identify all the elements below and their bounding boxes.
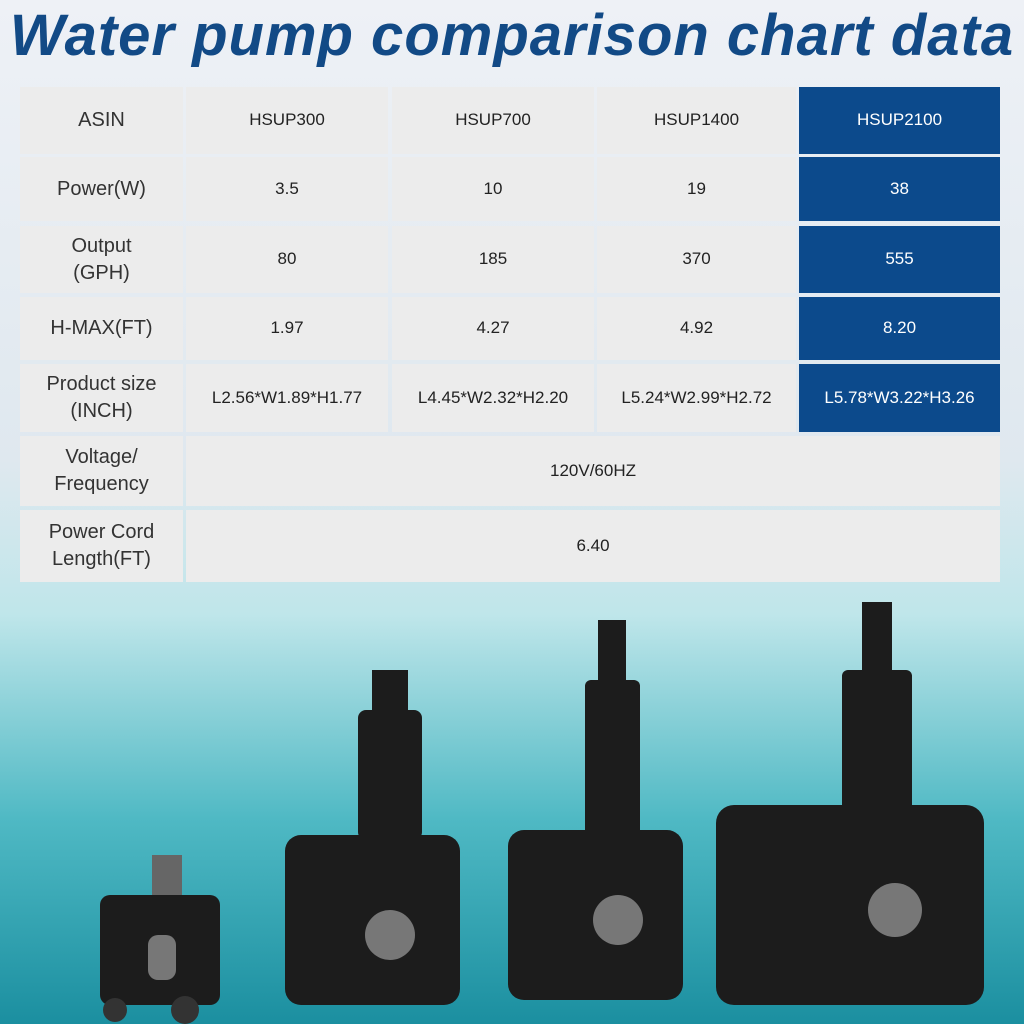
pump-illustration <box>100 602 984 1024</box>
table-cell: L4.45*W2.32*H2.20 <box>392 364 594 432</box>
table-cell: 185 <box>392 226 594 293</box>
pump-xlarge <box>716 602 984 1005</box>
table-cell: 4.92 <box>597 297 796 360</box>
row-label: Voltage/ Frequency <box>20 436 183 506</box>
table-cell: HSUP300 <box>186 87 388 154</box>
title: Water pump comparison chart data <box>9 3 1015 68</box>
table-cell: 10 <box>392 157 594 221</box>
row-label: Power Cord Length(FT) <box>20 510 183 582</box>
table-cell: 38 <box>799 157 1000 221</box>
pump-small <box>100 855 220 1024</box>
table-cell: 3.5 <box>186 157 388 221</box>
row-label: H-MAX(FT) <box>20 297 183 360</box>
table-cell: L5.24*W2.99*H2.72 <box>597 364 796 432</box>
table-cell: L5.78*W3.22*H3.26 <box>799 364 1000 432</box>
pump-medium <box>285 670 460 1005</box>
pump-large <box>508 620 683 1000</box>
row-label: Product size (INCH) <box>20 364 183 432</box>
table-cell: HSUP700 <box>392 87 594 154</box>
table-cell: HSUP1400 <box>597 87 796 154</box>
table-cell: 370 <box>597 226 796 293</box>
row-label: Power(W) <box>20 157 183 221</box>
table-cell: 8.20 <box>799 297 1000 360</box>
row-label: Output (GPH) <box>20 226 183 293</box>
table-cell: 6.40 <box>186 510 1000 582</box>
table-cell: L2.56*W1.89*H1.77 <box>186 364 388 432</box>
row-label: ASIN <box>20 87 183 154</box>
table-cell: 120V/60HZ <box>186 436 1000 506</box>
table-cell: 4.27 <box>392 297 594 360</box>
table-cell: 19 <box>597 157 796 221</box>
table-cell: 555 <box>799 226 1000 293</box>
table-cell: 1.97 <box>186 297 388 360</box>
table-cell: HSUP2100 <box>799 87 1000 154</box>
table-cell: 80 <box>186 226 388 293</box>
